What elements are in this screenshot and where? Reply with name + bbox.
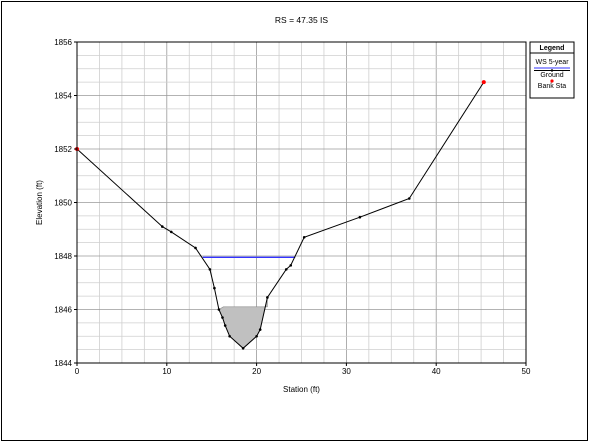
channel-water-fill bbox=[218, 297, 268, 349]
legend-item-bank: Bank Sta bbox=[538, 83, 567, 90]
ground-point bbox=[217, 308, 221, 311]
ground-point bbox=[407, 197, 411, 200]
tick-labels: 0 10 20 30 40 50 1844 1846 1848 1850 1852 1854 1856 bbox=[54, 38, 531, 376]
x-tick-label: 40 bbox=[432, 367, 441, 376]
y-tick-label: 1844 bbox=[54, 359, 72, 368]
legend-item-ws: WS 5-year bbox=[535, 59, 569, 66]
ground-point bbox=[223, 324, 227, 327]
x-tick-label: 20 bbox=[252, 367, 261, 376]
legend-ground-marker bbox=[550, 69, 554, 72]
ground-point bbox=[213, 286, 216, 290]
y-tick-label: 1846 bbox=[54, 306, 72, 315]
x-axis-label: Station (ft) bbox=[283, 385, 320, 394]
water-fill-layer bbox=[218, 297, 268, 349]
legend-bank-marker bbox=[550, 79, 554, 83]
ground-point bbox=[255, 334, 258, 338]
y-tick-label: 1848 bbox=[54, 252, 72, 261]
ground-line bbox=[76, 81, 485, 349]
ground-point bbox=[228, 334, 231, 338]
legend: Legend WS 5-year Ground Bank Sta bbox=[529, 41, 575, 99]
ground-point bbox=[284, 268, 288, 271]
chart-title: RS = 47.35 IS bbox=[275, 15, 328, 25]
x-tick-label: 10 bbox=[162, 367, 171, 376]
series-layer bbox=[75, 80, 486, 350]
ground-point bbox=[289, 264, 293, 267]
ground-point bbox=[266, 296, 269, 299]
y-tick-label: 1850 bbox=[54, 199, 72, 208]
legend-item-ground: Ground bbox=[540, 72, 563, 79]
y-axis-label: Elevation (ft) bbox=[35, 180, 44, 225]
y-tick-label: 1852 bbox=[54, 145, 72, 154]
ground-point bbox=[358, 215, 362, 219]
x-tick-label: 0 bbox=[75, 367, 80, 376]
ground-point bbox=[258, 328, 262, 331]
legend-title: Legend bbox=[540, 45, 565, 52]
ground-point bbox=[161, 225, 164, 228]
ground-point bbox=[194, 246, 197, 250]
x-tick-label: 30 bbox=[342, 367, 351, 376]
y-tick-label: 1854 bbox=[54, 92, 72, 101]
ground-point bbox=[241, 346, 245, 350]
y-tick-label: 1856 bbox=[54, 38, 72, 47]
ground-point bbox=[208, 268, 212, 271]
grid bbox=[76, 41, 527, 364]
x-tick-label: 50 bbox=[522, 367, 531, 376]
bank-station-point bbox=[481, 80, 486, 85]
ground-point bbox=[302, 235, 306, 239]
ground-point bbox=[169, 230, 173, 234]
ground-point bbox=[221, 316, 224, 319]
